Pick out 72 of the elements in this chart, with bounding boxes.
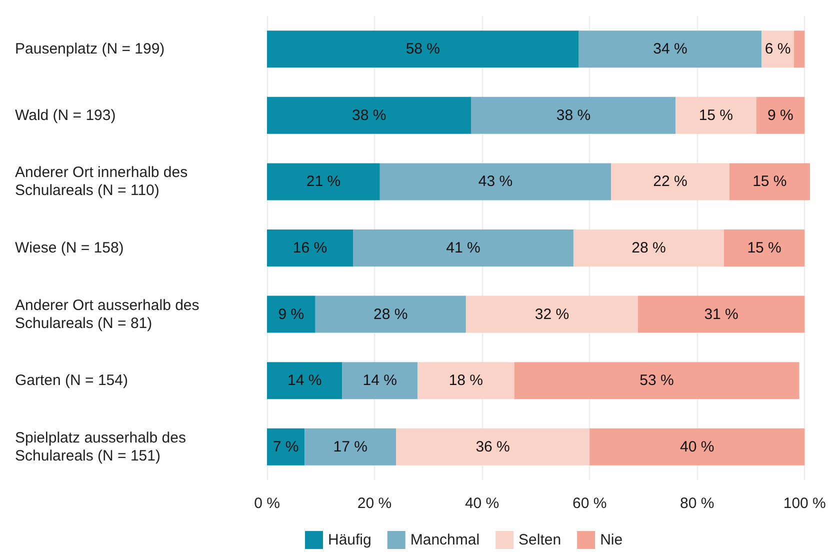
data-label: 7 % (272, 438, 299, 456)
data-label: 15 % (698, 106, 734, 124)
data-label: 18 % (448, 372, 484, 390)
bar (676, 96, 756, 134)
data-label: 36 % (476, 438, 510, 456)
data-label: 58 % (406, 40, 440, 58)
data-label: 41 % (446, 240, 480, 256)
data-label: 15 % (747, 240, 782, 256)
bar (590, 428, 805, 466)
bar (611, 163, 730, 200)
x-tick-label: 80 % (680, 495, 714, 512)
data-label: 9 % (768, 106, 794, 124)
bar (729, 163, 810, 200)
bar (466, 296, 638, 333)
data-label: 22 % (653, 173, 688, 190)
bar (267, 30, 579, 68)
data-label: 40 % (680, 438, 714, 456)
bar (380, 163, 612, 200)
bar (304, 428, 396, 466)
data-label: 43 % (478, 173, 513, 190)
y-tick-label: Wald (N = 193) (15, 106, 116, 124)
data-label: 16 % (292, 240, 328, 256)
x-tick-label: 0 % (254, 495, 280, 512)
y-tick-label: Spielplatz ausserhalb des Schulareals (N = 151) (15, 429, 190, 464)
y-tick-label: Anderer Ort ausserhalb des Schulareals (N = 81) (15, 296, 204, 332)
data-label: 15 % (752, 173, 787, 190)
bar (418, 362, 514, 400)
bar (267, 96, 472, 134)
bar (342, 362, 418, 400)
x-tick-label: 100 % (783, 495, 826, 512)
data-label: 28 % (374, 306, 408, 323)
bar (471, 96, 676, 134)
x-tick-label: 60 % (572, 495, 607, 512)
data-label: 34 % (653, 40, 688, 58)
bar (724, 230, 805, 266)
legend-label: Nie (600, 532, 623, 548)
data-label: 38 % (556, 106, 591, 124)
bar (762, 30, 794, 68)
bar (353, 230, 574, 266)
x-tick-label: 40 % (464, 495, 500, 512)
bar (267, 362, 342, 400)
data-label: 53 % (640, 372, 674, 390)
bar (794, 30, 805, 68)
bar (267, 428, 305, 466)
data-label: 6 % (764, 40, 791, 58)
data-label: 9 % (278, 306, 304, 323)
y-tick-label: Wiese (N = 158) (15, 240, 124, 256)
bar (267, 230, 354, 266)
bar (514, 362, 800, 400)
x-tick-label: 20 % (357, 495, 392, 512)
legend-label: Selten (518, 532, 562, 548)
data-label: 28 % (632, 240, 666, 256)
bar (267, 163, 380, 200)
bar (267, 296, 316, 333)
data-label: 17 % (333, 438, 368, 456)
legend-label: Manchmal (410, 532, 480, 548)
data-label: 32 % (534, 306, 570, 323)
bar (638, 296, 805, 333)
y-tick-label: Garten (N = 154) (15, 372, 128, 390)
bar (396, 428, 590, 466)
data-label: 38 % (352, 106, 386, 124)
bar (756, 96, 805, 134)
y-tick-label: Anderer Ort innerhalb des Schulareals (N = 110) (15, 164, 192, 200)
bar (573, 230, 724, 266)
y-tick-label: Pausenplatz (N = 199) (15, 40, 165, 58)
legend-label: Häufig (328, 532, 372, 548)
bar (315, 296, 466, 333)
data-label: 31 % (704, 306, 738, 323)
bar (578, 30, 762, 68)
data-label: 14 % (362, 372, 398, 390)
data-label: 21 % (306, 173, 341, 190)
data-label: 14 % (288, 372, 322, 390)
